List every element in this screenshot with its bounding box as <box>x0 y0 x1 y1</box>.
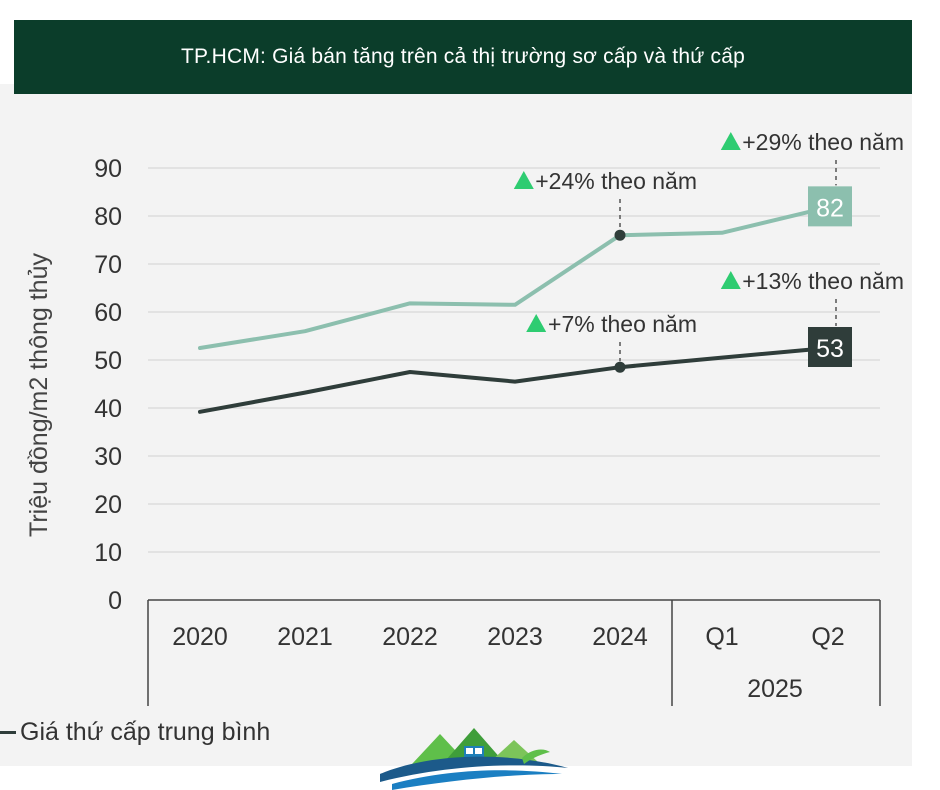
series-lines: 82 53 <box>198 186 852 414</box>
annotation-text-primary-Q2: +29% theo năm <box>742 129 904 155</box>
end-label-secondary: 53 <box>816 335 844 363</box>
series-line-primary <box>198 205 830 350</box>
chart-header: TP.HCM: Giá bán tăng trên cả thị trường … <box>14 20 912 94</box>
annotation-marker-primary-2024 <box>614 229 626 241</box>
gridlines <box>148 167 880 553</box>
y-axis-label: Triệu đồng/m2 thông thủy <box>25 253 53 537</box>
y-axis-ticks: 0 10 20 30 40 50 60 70 80 90 <box>94 155 122 615</box>
y-tick-label-50: 50 <box>94 347 122 375</box>
end-label-box-secondary <box>808 327 852 367</box>
x-tick-label-2023: 2023 <box>487 623 543 651</box>
annotation-text-secondary-Q2: +13% theo năm <box>742 268 904 294</box>
legend-swatch-secondary <box>0 730 16 734</box>
annotation-text-primary-2024: +24% theo năm <box>535 168 697 194</box>
y-tick-label-80: 80 <box>94 203 122 231</box>
legend-label-secondary: Giá thứ cấp trung bình <box>20 717 271 746</box>
annotations: +24% theo năm +29% theo năm +7% theo năm +1… <box>513 129 904 373</box>
annotation-text-secondary-2024: +7% theo năm <box>548 311 697 337</box>
y-tick-label-70: 70 <box>94 251 122 279</box>
end-label-primary: 82 <box>816 194 844 222</box>
y-tick-label-20: 20 <box>94 491 122 519</box>
y-tick-label-60: 60 <box>94 299 122 327</box>
house-logo-icon <box>380 728 568 790</box>
x-group-label-2025: 2025 <box>747 675 803 703</box>
x-tick-label-2020: 2020 <box>172 623 228 651</box>
up-arrow-icon <box>720 132 741 150</box>
x-tick-label-2022: 2022 <box>382 623 438 651</box>
y-tick-label-30: 30 <box>94 443 122 471</box>
chart-title: TP.HCM: Giá bán tăng trên cả thị trường … <box>181 45 745 68</box>
y-tick-label-90: 90 <box>94 155 122 183</box>
x-tick-label-Q1: Q1 <box>705 623 738 651</box>
x-tick-label-Q2: Q2 <box>811 623 844 651</box>
series-line-secondary <box>198 346 830 414</box>
x-tick-label-2021: 2021 <box>277 623 333 651</box>
end-label-box-primary <box>808 186 852 227</box>
y-tick-label-0: 0 <box>108 587 122 615</box>
x-axis: 2020 2021 2022 2023 2024 Q1 Q2 2025 <box>147 599 881 706</box>
legend: Giá thứ cấp trung bình <box>0 714 270 750</box>
up-arrow-icon <box>720 271 741 289</box>
up-arrow-icon <box>513 171 534 189</box>
y-tick-label-10: 10 <box>94 539 122 567</box>
chart-panel <box>0 84 912 766</box>
annotation-marker-secondary-2024 <box>614 361 626 373</box>
up-arrow-icon <box>526 314 547 332</box>
y-tick-label-40: 40 <box>94 395 122 423</box>
x-tick-label-2024: 2024 <box>592 623 648 651</box>
